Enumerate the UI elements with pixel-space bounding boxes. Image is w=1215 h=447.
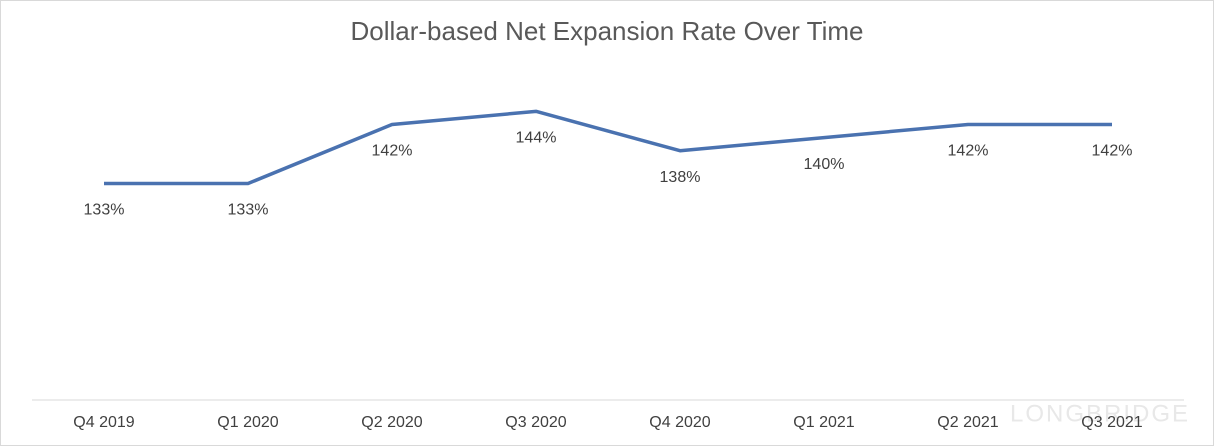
data-label: 142% (948, 143, 989, 160)
x-tick-label: Q3 2021 (1081, 414, 1142, 431)
x-tick-label: Q2 2020 (361, 414, 422, 431)
data-line (104, 109, 1112, 186)
x-tick-label: Q4 2019 (73, 414, 134, 431)
x-tick-label: Q1 2021 (793, 414, 854, 431)
x-tick-label: Q2 2021 (937, 414, 998, 431)
data-label: 133% (228, 202, 269, 219)
data-label: 142% (372, 143, 413, 160)
data-label: 133% (84, 202, 125, 219)
data-label: 144% (516, 130, 557, 147)
chart-title: Dollar-based Net Expansion Rate Over Tim… (350, 16, 863, 46)
data-label: 138% (660, 169, 701, 186)
x-tick-label: Q3 2020 (505, 414, 566, 431)
data-label: 140% (804, 156, 845, 173)
x-tick-label: Q4 2020 (649, 414, 710, 431)
watermark: LONGBRIDGE (1010, 400, 1190, 427)
x-tick-label: Q1 2020 (217, 414, 278, 431)
data-label: 142% (1092, 143, 1133, 160)
